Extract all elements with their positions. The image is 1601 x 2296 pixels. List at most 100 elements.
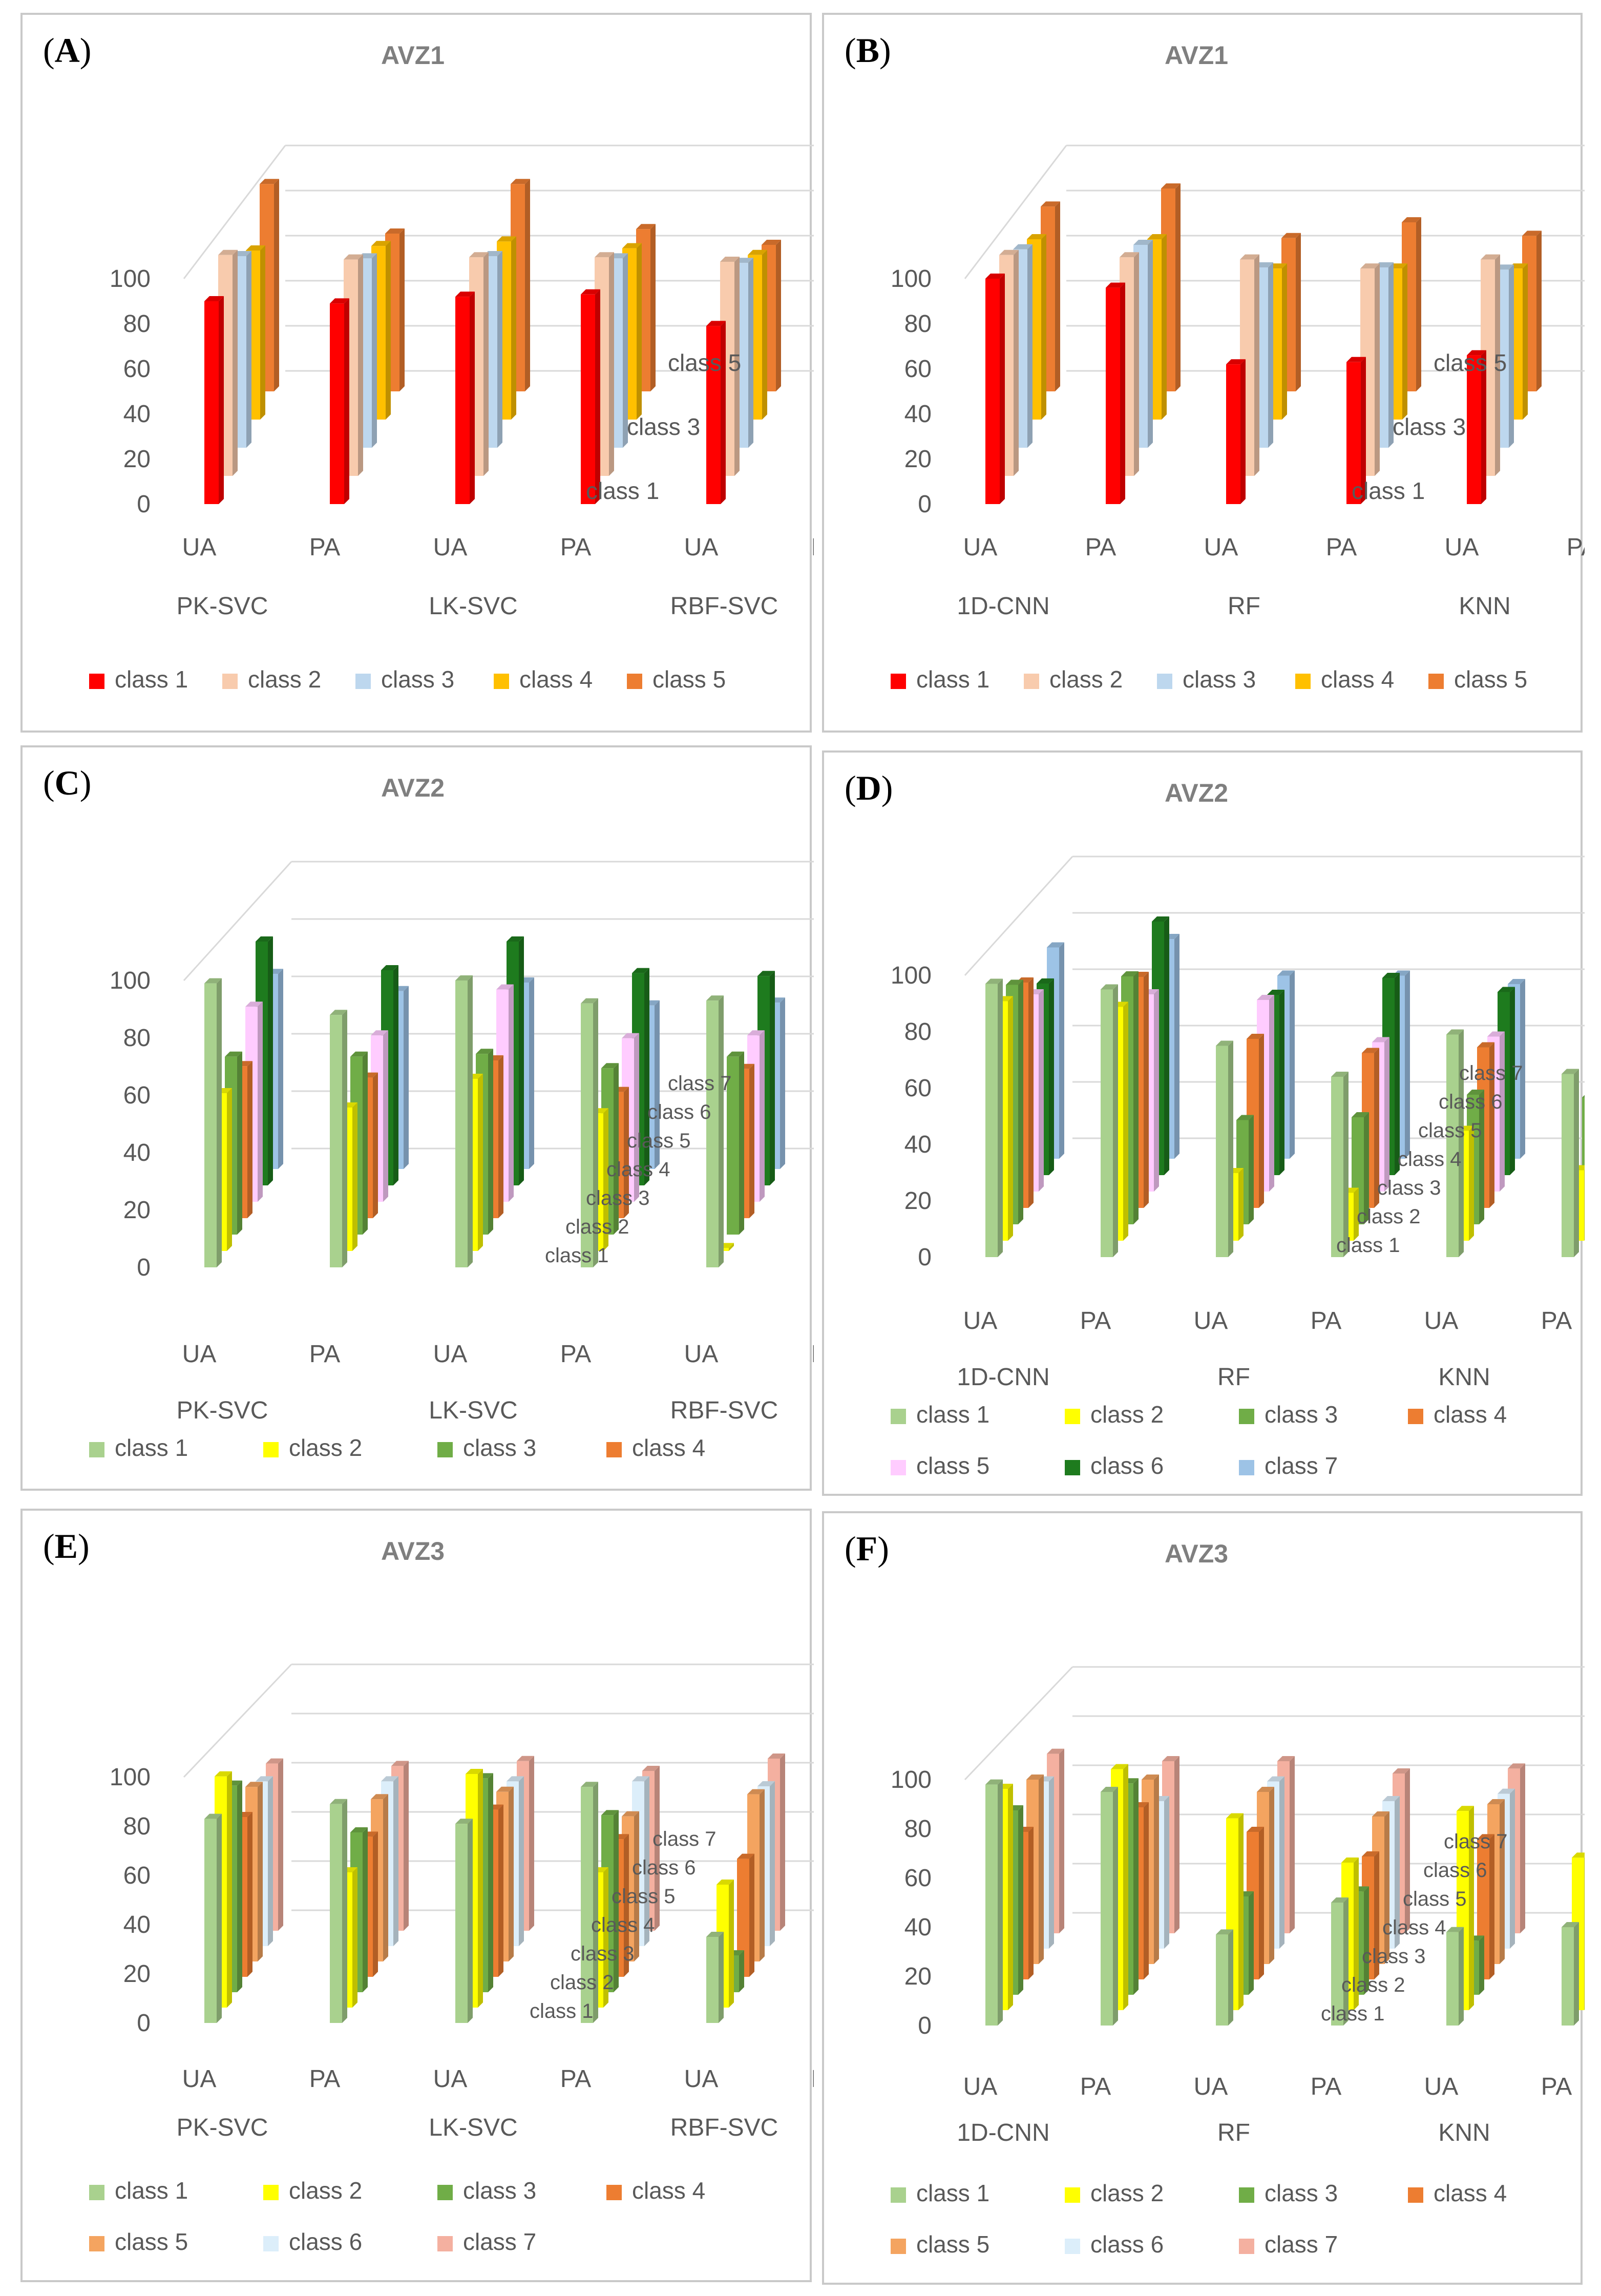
- gridline: [964, 145, 1067, 279]
- y-tick-label: 20: [904, 446, 932, 473]
- x-tick-label: UA: [1424, 2073, 1459, 2100]
- legend-swatch: [891, 1409, 906, 1424]
- legend-label: class 6: [1090, 1452, 1164, 1479]
- depth-axis-label: class 3: [1377, 1177, 1441, 1199]
- legend-item: class 3: [355, 665, 454, 693]
- legend-item: class 3: [1239, 1401, 1338, 1428]
- legend-label: class 3: [463, 1434, 537, 1461]
- x-tick-label: UA: [1194, 2073, 1228, 2100]
- y-tick-label: 60: [904, 1075, 932, 1102]
- y-tick-label: 60: [904, 1865, 932, 1892]
- x-tick-label: UA: [433, 1341, 468, 1368]
- x-tick-label: PA: [560, 1341, 591, 1368]
- legend-swatch: [1065, 2187, 1080, 2203]
- x-tick-label: PA: [811, 534, 814, 561]
- y-tick-label: 100: [110, 265, 151, 293]
- y-tick-label: 40: [904, 1914, 932, 1941]
- legend-swatch: [891, 674, 906, 689]
- depth-axis-label: class 3: [1393, 413, 1466, 440]
- y-tick-label: 40: [123, 1139, 151, 1166]
- legend-label: class 1: [115, 1434, 188, 1461]
- bar-class-1: [204, 296, 224, 504]
- x-tick-label: PA: [1085, 534, 1116, 561]
- bar-class-1: [1467, 350, 1486, 504]
- bar-class-2: [999, 249, 1019, 476]
- y-tick-label: 80: [123, 1813, 151, 1840]
- legend-label: class 1: [115, 666, 188, 693]
- legend-swatch: [222, 674, 238, 689]
- legend-label: class 2: [289, 1434, 363, 1461]
- legend-swatch: [1408, 2187, 1423, 2203]
- depth-axis-label: class 7: [668, 1072, 732, 1095]
- legend-label: class 5: [916, 2231, 990, 2258]
- y-tick-label: 20: [123, 1960, 151, 1988]
- x-tick-label: UA: [1445, 534, 1479, 561]
- legend-label: class 6: [1090, 2231, 1164, 2258]
- x-tick-label: PA: [1326, 534, 1357, 561]
- chart-title: AVZ3: [1165, 1539, 1229, 1568]
- legend-swatch: [606, 1442, 622, 1457]
- legend-item: class 3: [437, 1434, 536, 1462]
- y-tick-label: 40: [123, 401, 151, 428]
- legend-item: class 1: [89, 665, 188, 693]
- group-label: PK-SVC: [177, 593, 268, 620]
- x-tick-label: PA: [1567, 534, 1585, 561]
- legend-label: class 3: [381, 666, 455, 693]
- bar-chart-3d: 0 20 40 60 80 100 class 1 class 2 class 3 class 4…: [891, 855, 1585, 1391]
- legend-label: class 3: [1265, 2180, 1338, 2206]
- bar-class-1: [706, 321, 726, 504]
- panel-c: (C) AVZ2 0 20 40 60 80 100 class 1 class 2 class…: [20, 745, 814, 1491]
- y-tick-label: 80: [904, 1815, 932, 1843]
- gridline: [183, 145, 286, 279]
- legend-item: class 1: [891, 2179, 989, 2207]
- group-label: RF: [1217, 2119, 1250, 2146]
- legend-swatch: [1065, 2239, 1080, 2254]
- legend-item: class 2: [263, 2177, 362, 2204]
- x-tick-label: UA: [1424, 1307, 1459, 1334]
- gridline: [964, 1666, 1073, 1781]
- legend-label: class 5: [652, 666, 726, 693]
- legend-swatch: [437, 1442, 453, 1457]
- bar-class-1: [204, 978, 222, 1267]
- bar-class-1: [1331, 1897, 1349, 2026]
- legend-swatch: [355, 674, 371, 689]
- depth-axis-label: class 2: [1341, 1974, 1405, 1996]
- bar-class-1: [1216, 1929, 1233, 2026]
- bar-class-1: [706, 995, 724, 1267]
- depth-axis-label: class 6: [1423, 1859, 1487, 1882]
- y-tick-label: 100: [891, 1766, 932, 1793]
- bar-class-1: [706, 1932, 724, 2023]
- bar-class-3: [1374, 262, 1394, 448]
- legend-swatch: [263, 1442, 279, 1457]
- legend-swatch: [263, 2185, 279, 2200]
- group-label: 1D-CNN: [957, 1364, 1049, 1391]
- x-tick-label: UA: [684, 1341, 719, 1368]
- group-label: LK-SVC: [429, 593, 517, 620]
- legend-swatch: [891, 1460, 906, 1475]
- panel-label: E: [54, 1527, 78, 1566]
- legend-swatch: [437, 2185, 453, 2200]
- bar-class-1: [455, 291, 475, 504]
- legend-swatch: [1428, 674, 1444, 689]
- y-tick-label: 60: [123, 1862, 151, 1889]
- bar-class-1: [985, 1779, 1003, 2026]
- legend-swatch: [1239, 1460, 1254, 1475]
- y-tick-label: 0: [918, 2012, 932, 2039]
- group-label: RBF-SVC: [670, 593, 778, 620]
- legend-item: class 3: [1157, 665, 1256, 693]
- x-tick-label: UA: [684, 2065, 719, 2093]
- depth-axis-label: class 4: [1398, 1148, 1462, 1171]
- bar-class-1: [455, 975, 473, 1267]
- gridline: [964, 855, 1073, 976]
- y-tick-label: 100: [110, 1764, 151, 1791]
- x-tick-label: UA: [433, 534, 468, 561]
- x-tick-label: UA: [963, 534, 998, 561]
- legend-item: class 5: [891, 1452, 989, 1479]
- bar-class-5: [1402, 217, 1421, 391]
- depth-axis-label: class 2: [565, 1216, 629, 1238]
- legend-item: class 2: [1065, 2179, 1164, 2207]
- depth-axis-label: class 5: [1434, 349, 1507, 376]
- chart-title: AVZ3: [381, 1537, 445, 1566]
- bar-class-1: [330, 298, 349, 504]
- chart-title: AVZ1: [1165, 41, 1229, 70]
